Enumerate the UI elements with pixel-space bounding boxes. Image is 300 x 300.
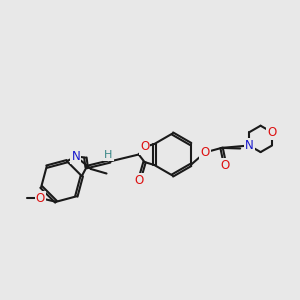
Text: O: O xyxy=(134,174,144,187)
Text: N: N xyxy=(71,150,80,163)
Text: O: O xyxy=(36,192,45,205)
Text: O: O xyxy=(220,159,230,172)
Text: O: O xyxy=(140,140,149,153)
Text: O: O xyxy=(267,126,277,139)
Text: O: O xyxy=(200,146,210,159)
Text: H: H xyxy=(104,150,113,160)
Text: N: N xyxy=(245,139,254,152)
